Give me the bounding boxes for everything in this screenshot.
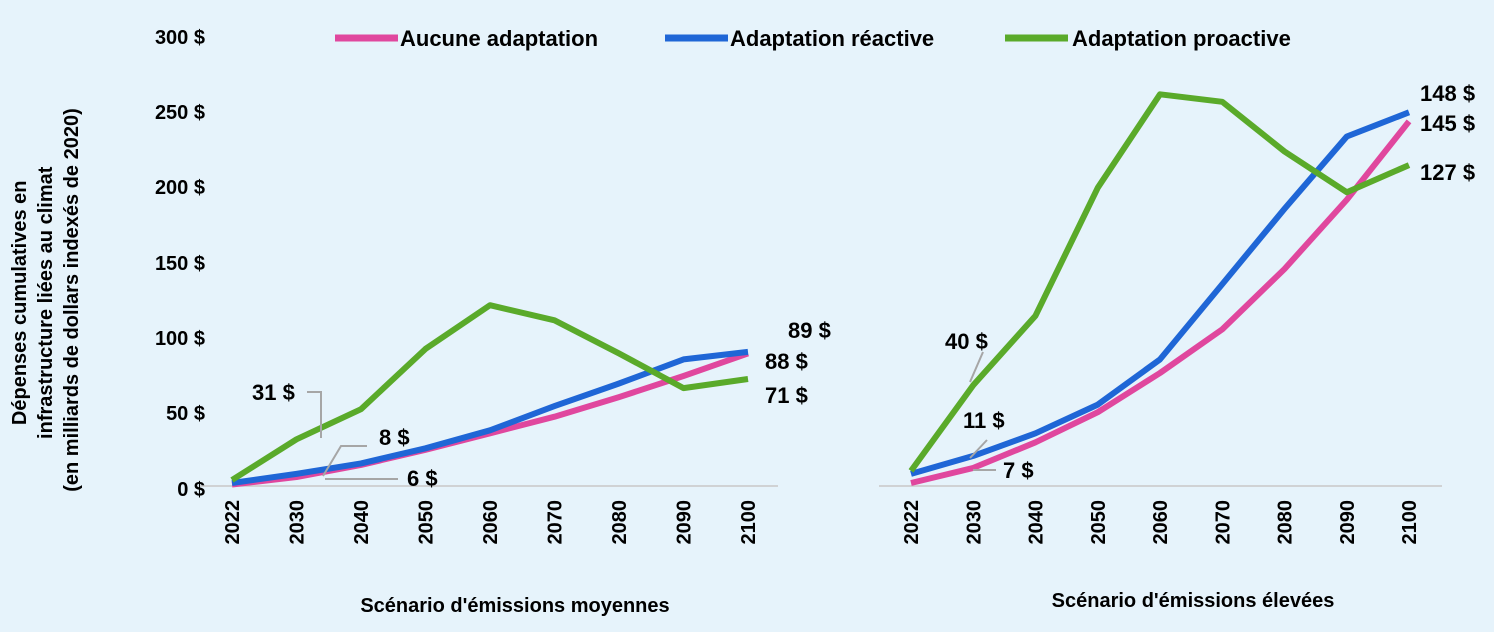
leader-40 (969, 351, 984, 383)
y-axis-title-line2: infrastructure liées au climat (35, 166, 57, 439)
annotation-31: 31 $ (252, 380, 295, 405)
y-tick-50: 50 $ (166, 403, 205, 425)
y-tick-150: 150 $ (155, 253, 205, 275)
panel-elevees: 2022 2030 2040 2050 2060 2070 2080 2090 2100 (879, 91, 1442, 545)
annotation-88: 88 $ (765, 349, 808, 374)
x-tick-label: 2022 (901, 500, 923, 545)
legend-label-proactive: Adaptation proactive (1072, 26, 1291, 51)
x-tick-label: 2030 (963, 500, 985, 545)
annotation-89: 89 $ (788, 318, 831, 343)
y-tick-labels: 0 $ 50 $ 100 $ 150 $ 200 $ 250 $ 300 $ (155, 27, 205, 501)
leader-8 (322, 445, 367, 477)
x-tick-label: 2090 (1337, 500, 1359, 545)
x-tick-label: 2080 (1275, 500, 1297, 545)
x-axis-title-elevees: Scénario d'émissions élevées (1052, 590, 1335, 612)
x-tick-label: 2022 (222, 500, 244, 545)
y-tick-100: 100 $ (155, 328, 205, 350)
legend-label-aucune: Aucune adaptation (400, 26, 598, 51)
annotation-8: 8 $ (379, 425, 410, 450)
x-tick-label: 2050 (416, 500, 438, 545)
x-tick-label: 2080 (609, 500, 631, 545)
annotation-145: 145 $ (1420, 111, 1475, 136)
y-tick-0: 0 $ (177, 479, 205, 501)
x-tick-label: 2100 (738, 500, 760, 545)
x-tick-label: 2070 (545, 500, 567, 545)
series-line-reactive (910, 109, 1411, 477)
series-line-proactive (908, 91, 1411, 473)
series-line-aucune (231, 350, 749, 488)
y-axis-title: Dépenses cumulatives en infrastructure l… (9, 108, 83, 492)
annotation-40: 40 $ (945, 329, 988, 354)
x-tick-label: 2070 (1212, 500, 1234, 545)
series-line-proactive (230, 302, 749, 483)
annotation-7: 7 $ (1003, 458, 1034, 483)
leader-11 (969, 439, 988, 459)
legend-label-reactive: Adaptation réactive (730, 26, 934, 51)
annotation-127: 127 $ (1420, 160, 1475, 185)
x-axis-title-moyennes: Scénario d'émissions moyennes (360, 595, 669, 617)
x-tick-label: 2090 (674, 500, 696, 545)
x-tick-label: 2050 (1088, 500, 1110, 545)
annotation-6: 6 $ (407, 466, 438, 491)
legend: Aucune adaptation Adaptation réactive Ad… (335, 26, 1291, 51)
series-line-reactive (231, 348, 749, 486)
annotations-moyennes: 31 $ 8 $ 6 $ 89 $ 88 $ 71 $ (252, 318, 831, 491)
x-tick-label: 2040 (1026, 500, 1048, 545)
annotation-71: 71 $ (765, 383, 808, 408)
x-tick-label: 2040 (351, 500, 373, 545)
series-line-aucune (910, 119, 1412, 486)
y-axis-title-line3: (en milliards de dollars indexés de 2020… (61, 108, 83, 492)
annotation-148: 148 $ (1420, 81, 1475, 106)
y-tick-250: 250 $ (155, 102, 205, 124)
annotation-11: 11 $ (963, 408, 1005, 433)
x-tick-label: 2030 (287, 500, 309, 545)
x-tick-label: 2100 (1399, 500, 1421, 545)
annotations-elevees: 40 $ 11 $ 7 $ 148 $ 145 $ 127 $ (945, 81, 1475, 483)
y-axis-title-line1: Dépenses cumulatives en (9, 181, 31, 426)
y-tick-300: 300 $ (155, 27, 205, 49)
x-tick-label: 2060 (480, 500, 502, 545)
x-tick-label: 2060 (1150, 500, 1172, 545)
y-tick-200: 200 $ (155, 177, 205, 199)
panel-moyennes: 2022 2030 2040 2050 2060 2070 2080 2090 2100 (200, 302, 778, 545)
leader-31 (307, 391, 322, 438)
